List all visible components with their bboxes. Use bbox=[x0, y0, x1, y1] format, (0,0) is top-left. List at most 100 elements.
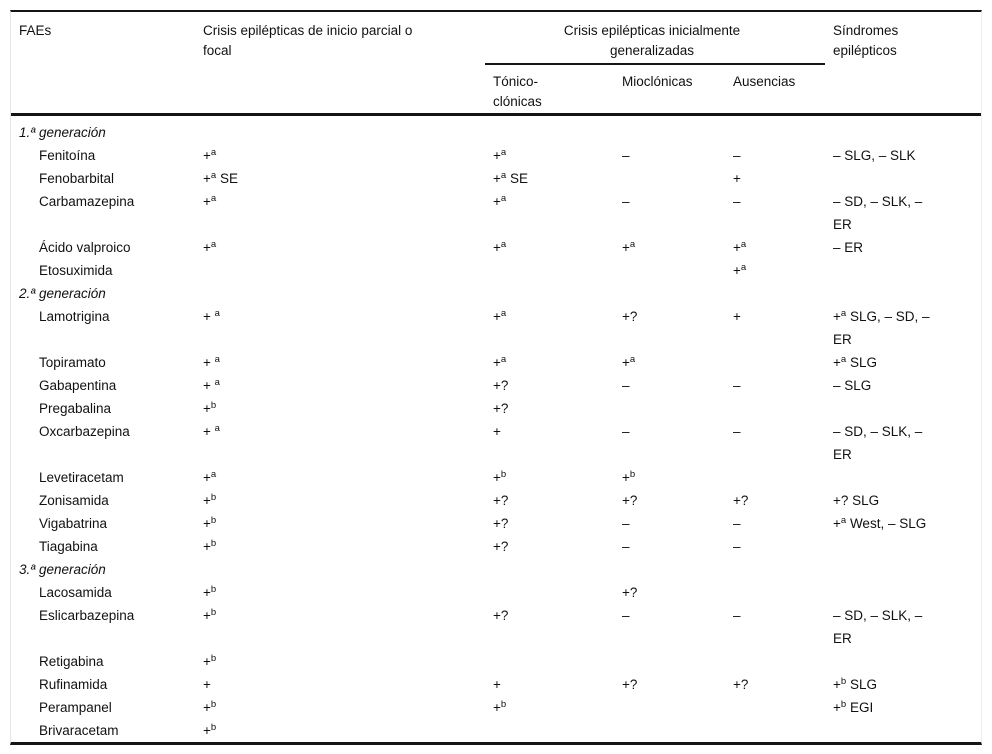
cell-syndromes: +a SLG, – SD, – ER bbox=[833, 307, 930, 347]
cell-tonic-clonic: +? bbox=[493, 538, 509, 554]
cell-tonic-clonic: + bbox=[493, 676, 501, 692]
cell-focal-seizures: +b bbox=[203, 606, 217, 623]
cell-absence: – bbox=[733, 147, 741, 163]
cell-tonic-clonic: +a bbox=[493, 192, 507, 209]
superscript-note: a bbox=[210, 192, 217, 204]
drug-name: Levetiracetam bbox=[39, 469, 124, 485]
cell-syndromes: +b EGI bbox=[833, 698, 874, 715]
cell-tonic-clonic: +? bbox=[493, 492, 509, 508]
header-absence: Ausencias bbox=[733, 74, 796, 89]
drug-name: Lacosamida bbox=[39, 584, 112, 600]
cell-tonic-clonic: +? bbox=[493, 377, 509, 393]
drug-name: Tiagabina bbox=[39, 538, 98, 554]
superscript-note: b bbox=[210, 698, 217, 710]
cell-syndromes bbox=[825, 719, 981, 742]
drug-name: Zonisamida bbox=[39, 492, 109, 508]
cell-focal-seizures: +b bbox=[203, 514, 217, 531]
superscript-note: a bbox=[840, 353, 847, 365]
superscript-note: a bbox=[500, 353, 507, 365]
cell-syndromes bbox=[825, 167, 981, 190]
superscript-note: b bbox=[210, 606, 217, 618]
cell-syndromes bbox=[825, 259, 981, 282]
drug-name: Retigabina bbox=[39, 653, 104, 669]
drug-efficacy-table-container: FAEs Crisis epilépticas de inicio parcia… bbox=[10, 10, 982, 745]
cell-focal-seizures: +a bbox=[203, 192, 217, 209]
header-generalized-group: Crisis epilépticas inicialmente generali… bbox=[485, 12, 825, 65]
cell-myoclonic: +? bbox=[622, 492, 638, 508]
cell-focal-seizures: +b bbox=[203, 491, 217, 508]
cell-myoclonic: – bbox=[622, 515, 630, 531]
header-myoclonic: Mioclónicas bbox=[622, 74, 693, 89]
cell-myoclonic: – bbox=[622, 538, 630, 554]
cell-syndromes: – SD, – SLK, – ER bbox=[833, 607, 923, 646]
superscript-note: a bbox=[740, 238, 747, 250]
table-row: Oxcarbazepina + a + – – – SD, – SLK, – ER bbox=[11, 420, 981, 466]
cell-myoclonic: – bbox=[622, 423, 630, 439]
cell-focal-seizures: +b bbox=[203, 399, 217, 416]
header-epileptic-syndromes: Síndromes epilépticos bbox=[833, 23, 899, 58]
cell-syndromes: +a SLG bbox=[833, 353, 877, 370]
cell-focal-seizures: +a bbox=[203, 238, 217, 255]
cell-syndromes bbox=[825, 397, 981, 420]
drug-name: Topiramato bbox=[39, 354, 106, 370]
superscript-note: b bbox=[500, 698, 507, 710]
superscript-note: b bbox=[210, 537, 217, 549]
superscript-note: b bbox=[500, 468, 507, 480]
superscript-note: a bbox=[214, 353, 220, 365]
cell-absence: – bbox=[733, 193, 741, 209]
generation-section-row: 2.ª generación bbox=[11, 282, 981, 305]
generation-section-label: 2.ª generación bbox=[19, 285, 106, 301]
superscript-note: b bbox=[210, 652, 217, 664]
cell-syndromes: – SD, – SLK, – ER bbox=[833, 193, 923, 232]
superscript-note: b bbox=[210, 399, 217, 411]
cell-focal-seizures: +b bbox=[203, 583, 217, 600]
drug-name: Gabapentina bbox=[39, 377, 117, 393]
cell-tonic-clonic: + bbox=[493, 423, 501, 439]
table-row: Pregabalina +b +? bbox=[11, 397, 981, 420]
drug-name: Perampanel bbox=[39, 699, 112, 715]
table-row: Carbamazepina +a +a – – – SD, – SLK, – ER bbox=[11, 190, 981, 236]
cell-syndromes bbox=[825, 650, 981, 673]
table-row: Eslicarbazepina +b +? – – – SD, – SLK, – ER bbox=[11, 604, 981, 650]
cell-syndromes bbox=[825, 466, 981, 489]
superscript-note: a bbox=[629, 238, 636, 250]
superscript-note: a bbox=[500, 307, 507, 319]
cell-focal-seizures: +b bbox=[203, 537, 217, 554]
table-row: Tiagabina +b +? – – bbox=[11, 535, 981, 558]
table-row: Vigabatrina +b +? – – +a West, – SLG bbox=[11, 512, 981, 535]
cell-tonic-clonic bbox=[485, 719, 614, 742]
cell-focal-seizures: +b bbox=[203, 721, 217, 738]
cell-myoclonic: – bbox=[622, 607, 630, 623]
superscript-note: b bbox=[840, 698, 847, 710]
table-row: Lacosamida +b +? bbox=[11, 581, 981, 604]
table-row: Lamotrigina + a +a +? + +a SLG, – SD, – ER bbox=[11, 305, 981, 351]
superscript-note: a bbox=[500, 169, 507, 181]
cell-myoclonic: +? bbox=[622, 676, 638, 692]
superscript-note: a bbox=[210, 468, 217, 480]
cell-syndromes: – ER bbox=[833, 239, 864, 255]
cell-absence: +a bbox=[733, 238, 747, 255]
superscript-note: b bbox=[210, 514, 217, 526]
drug-name: Oxcarbazepina bbox=[39, 423, 130, 439]
cell-myoclonic: +b bbox=[622, 468, 636, 485]
drug-name: Rufinamida bbox=[39, 676, 108, 692]
cell-absence: – bbox=[733, 423, 741, 439]
generation-section-label: 1.ª generación bbox=[19, 124, 106, 140]
cell-tonic-clonic: +? bbox=[493, 607, 509, 623]
generation-section-row: 1.ª generación bbox=[11, 114, 981, 144]
cell-absence: + bbox=[733, 308, 741, 324]
superscript-note: a bbox=[840, 307, 847, 319]
superscript-note: a bbox=[210, 169, 217, 181]
cell-absence: +a bbox=[733, 261, 747, 278]
cell-tonic-clonic: +a bbox=[493, 353, 507, 370]
cell-syndromes: +? SLG bbox=[833, 492, 880, 508]
drug-name: Pregabalina bbox=[39, 400, 112, 416]
cell-tonic-clonic: +b bbox=[493, 698, 507, 715]
cell-absence bbox=[725, 351, 825, 374]
superscript-note: b bbox=[210, 491, 217, 503]
drug-efficacy-table: FAEs Crisis epilépticas de inicio parcia… bbox=[11, 12, 981, 742]
cell-myoclonic bbox=[614, 719, 725, 742]
header-tonic-clonic: Tónico- clónicas bbox=[493, 74, 542, 109]
table-row: Zonisamida +b +? +? +? +? SLG bbox=[11, 489, 981, 512]
cell-absence: +? bbox=[733, 676, 749, 692]
